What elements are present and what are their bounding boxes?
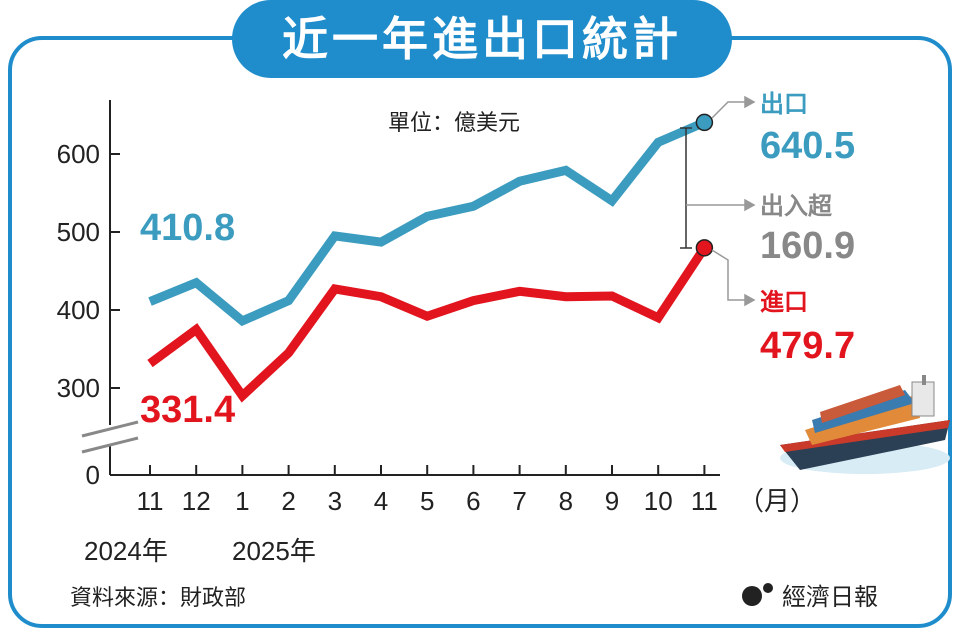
x-tick-label: 6 [466,486,480,516]
balance-label: 出入超 [760,192,833,220]
x-tick-label: 3 [328,486,342,516]
x-tick-label: 4 [374,486,388,516]
unit-label: 單位：億美元 [388,111,520,136]
x-tick-label: 5 [420,486,434,516]
y-tick-label: 400 [57,295,100,325]
x-tick-label: 8 [559,486,573,516]
y-tick-label: 500 [57,217,100,247]
x-tick-label: 1 [235,486,249,516]
x-tick-label: 9 [605,486,619,516]
axis-break [80,420,140,454]
svg-text:經濟日報: 經濟日報 [782,583,878,611]
data-point [695,239,714,257]
import-label: 進口 [760,288,808,316]
x-tick-label: 11 [691,486,718,516]
series-line-import [147,245,709,403]
balance-value: 160.9 [760,225,855,267]
export-label: 出口 [760,90,808,118]
y-tick-label: 300 [57,373,100,403]
export-start-label: 410.8 [140,207,235,249]
y-tick-label: 0 [86,460,100,490]
balance-bracket [680,127,692,249]
x-unit-label: （月） [738,487,816,517]
chart-title: 近一年進出口統計 [232,0,732,78]
container-ship-icon [780,375,950,474]
x-tick-label: 2 [281,486,295,516]
x-tick-label: 11 [137,486,164,516]
data-point [695,113,714,132]
export-end-value: 640.5 [760,125,855,167]
x-tick-label: 10 [644,486,673,516]
publisher-logo: 經濟日報 [742,583,878,611]
import-end-value: 479.7 [760,325,855,367]
x-tick-label: 7 [512,486,526,516]
y-tick-label: 600 [57,139,100,169]
year-label-2025: 2025年 [232,536,316,566]
source-label: 資料來源：財政部 [70,586,246,611]
x-tick-label: 12 [182,486,211,516]
annotation-arrows [686,95,756,307]
year-label-2024: 2024年 [84,536,168,566]
import-start-label: 331.4 [140,389,235,431]
